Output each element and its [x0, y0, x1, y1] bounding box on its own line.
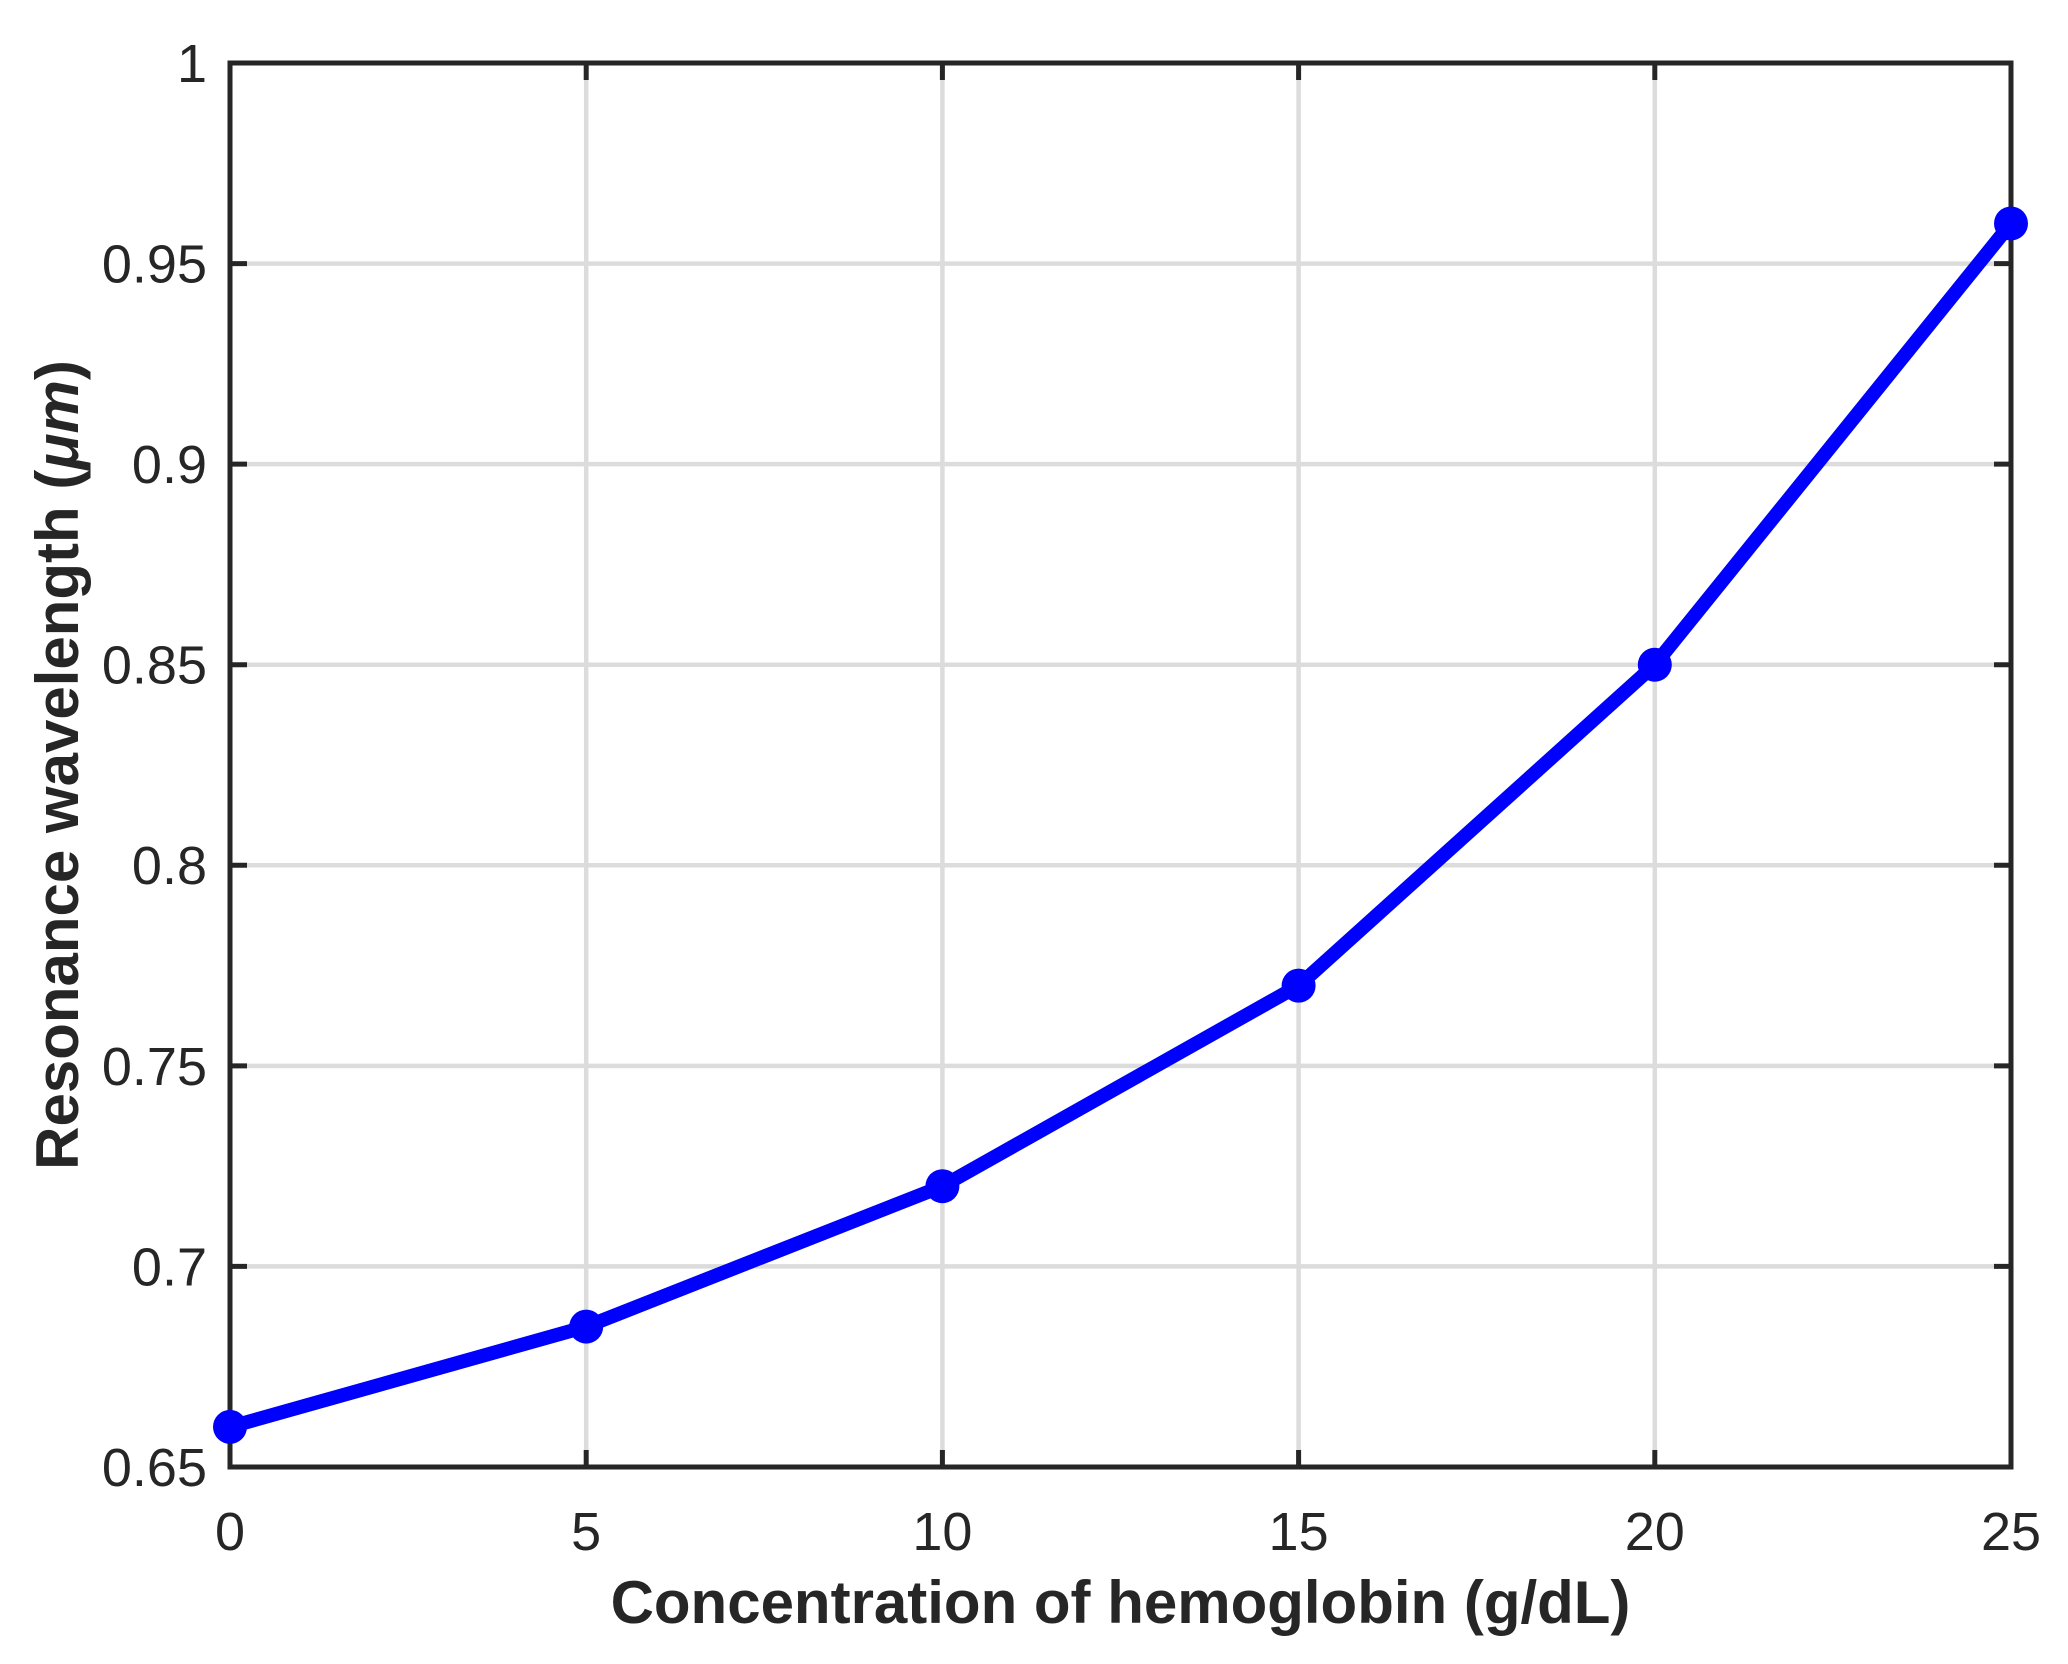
data-point-marker: [569, 1309, 604, 1344]
y-tick-label: 0.9: [132, 435, 207, 495]
y-tick-label: 0.7: [132, 1237, 207, 1297]
plot-border: [227, 60, 2014, 1470]
data-point-marker: [1637, 647, 1672, 682]
x-axis-label: Concentration of hemoglobin (g/dL): [230, 1573, 2011, 1633]
y-axis-label-math-text: μm: [24, 380, 91, 470]
data-point-marker: [925, 1169, 960, 1204]
data-point-marker: [1994, 206, 2028, 241]
x-tick-label: 20: [1625, 1502, 1685, 1562]
x-tick-label: 15: [1269, 1502, 1329, 1562]
y-tick-label: 0.8: [132, 836, 207, 896]
y-tick-label: 0.85: [102, 636, 207, 696]
data-point-marker: [213, 1409, 247, 1444]
x-tick-label: 10: [912, 1502, 972, 1562]
y-axis-label: Resonance wavelength (μm): [23, 63, 93, 1467]
y-tick-label: 0.75: [102, 1037, 207, 1097]
y-tick-label: 0.95: [102, 234, 207, 294]
x-tick-label: 5: [571, 1502, 601, 1562]
x-tick-label: 25: [1981, 1502, 2041, 1562]
y-axis-label-text: Resonance wavelength (: [24, 469, 91, 1170]
x-axis-label-text: Concentration of hemoglobin (g/dL): [610, 1569, 1631, 1636]
y-tick-label: 0.65: [102, 1438, 207, 1498]
data-line-series: [228, 219, 2017, 1434]
x-tick-label: 0: [215, 1502, 245, 1562]
y-tick-label: 1: [177, 34, 207, 94]
data-point-marker: [1281, 968, 1316, 1003]
y-axis-label-closing-paren: ): [24, 360, 91, 381]
